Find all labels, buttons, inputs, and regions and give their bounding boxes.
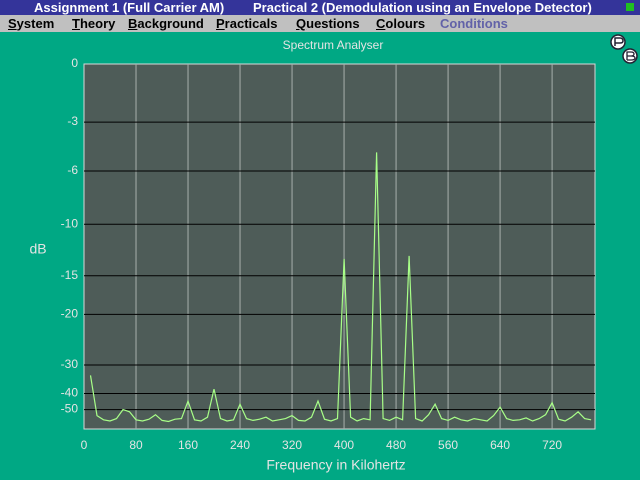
chart: Spectrum Analyser dB Frequency in Kilohe… xyxy=(29,34,638,473)
menu-item[interactable]: System xyxy=(8,16,55,31)
x-tick-label: 160 xyxy=(178,438,198,452)
y-axis-label: dB xyxy=(29,241,46,257)
y-tick-label: -10 xyxy=(61,216,79,230)
menu-bar: System Theory Background Practicals Ques… xyxy=(0,15,640,32)
x-tick-label: 0 xyxy=(81,438,88,452)
x-tick-label: 640 xyxy=(490,438,510,452)
y-tick-label: -30 xyxy=(61,357,79,371)
x-tick-label: 80 xyxy=(129,438,143,452)
menu-item[interactable]: Questions xyxy=(296,16,360,31)
x-tick-label: 320 xyxy=(282,438,302,452)
y-tick-label: -15 xyxy=(61,268,79,282)
app-icon[interactable] xyxy=(610,34,638,64)
menu-item[interactable]: Practicals xyxy=(216,16,278,31)
menu-item[interactable]: Background xyxy=(128,16,204,31)
x-tick-label: 720 xyxy=(542,438,562,452)
x-tick-label: 240 xyxy=(230,438,250,452)
chart-title: Spectrum Analyser xyxy=(283,38,384,52)
x-tick-label: 560 xyxy=(438,438,458,452)
y-tick-label: -3 xyxy=(67,114,78,128)
window-subtitle: Practical 2 (Demodulation using an Envel… xyxy=(253,0,592,15)
trace xyxy=(89,152,592,423)
window-button[interactable] xyxy=(626,3,634,11)
y-tick-label: -6 xyxy=(67,163,78,177)
menu-item: Conditions xyxy=(440,16,508,31)
y-tick-label: 0 xyxy=(71,56,78,70)
window-title: Assignment 1 (Full Carrier AM) xyxy=(34,0,225,15)
y-tick-label: -40 xyxy=(61,386,79,400)
x-tick-label: 400 xyxy=(334,438,354,452)
y-tick-label: -50 xyxy=(61,402,79,416)
y-tick-label: -20 xyxy=(61,307,79,321)
menu-item[interactable]: Colours xyxy=(376,16,426,31)
menu-item[interactable]: Theory xyxy=(72,16,116,31)
x-axis-label: Frequency in Kilohertz xyxy=(266,457,405,473)
title-bar: Assignment 1 (Full Carrier AM) Practical… xyxy=(0,0,640,15)
x-tick-label: 480 xyxy=(386,438,406,452)
